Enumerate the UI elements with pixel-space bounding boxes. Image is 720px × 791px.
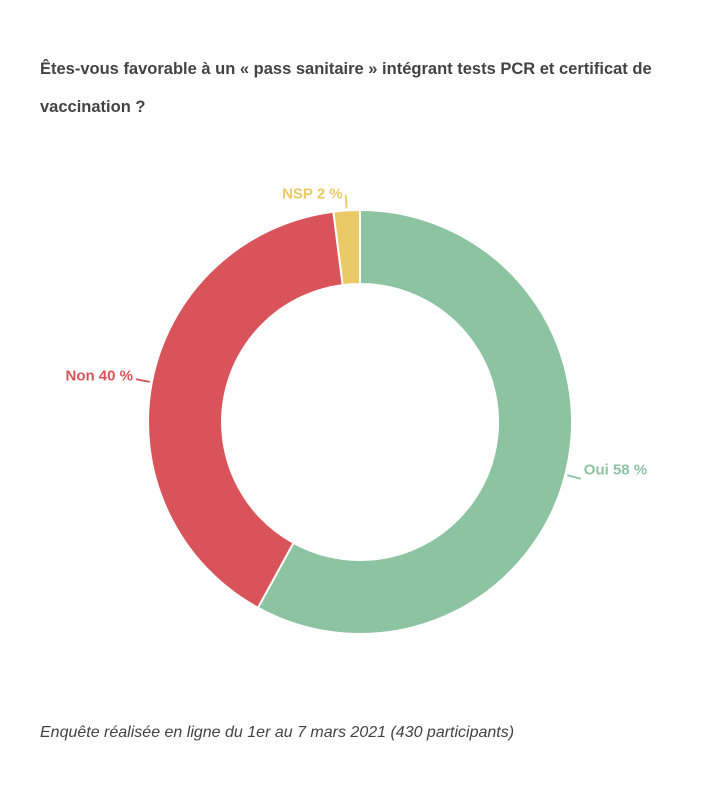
- label-connector-nsp: [344, 194, 348, 209]
- pie-slice-nsp[interactable]: [332, 208, 361, 287]
- slice-label-non: Non 40 %: [65, 367, 133, 384]
- chart-footnote: Enquête réalisée en ligne du 1er au 7 ma…: [40, 724, 515, 741]
- slice-label-nsp: NSP 2 %: [282, 185, 343, 202]
- chart-title: Êtes-vous favorable à un « pass sanitair…: [40, 60, 652, 116]
- pie-slice-non[interactable]: [147, 210, 344, 610]
- slice-label-oui: Oui 58 %: [584, 462, 647, 479]
- label-connector-oui: [567, 474, 582, 480]
- pie-slice-oui[interactable]: [256, 208, 573, 635]
- label-connector-non: [135, 378, 150, 383]
